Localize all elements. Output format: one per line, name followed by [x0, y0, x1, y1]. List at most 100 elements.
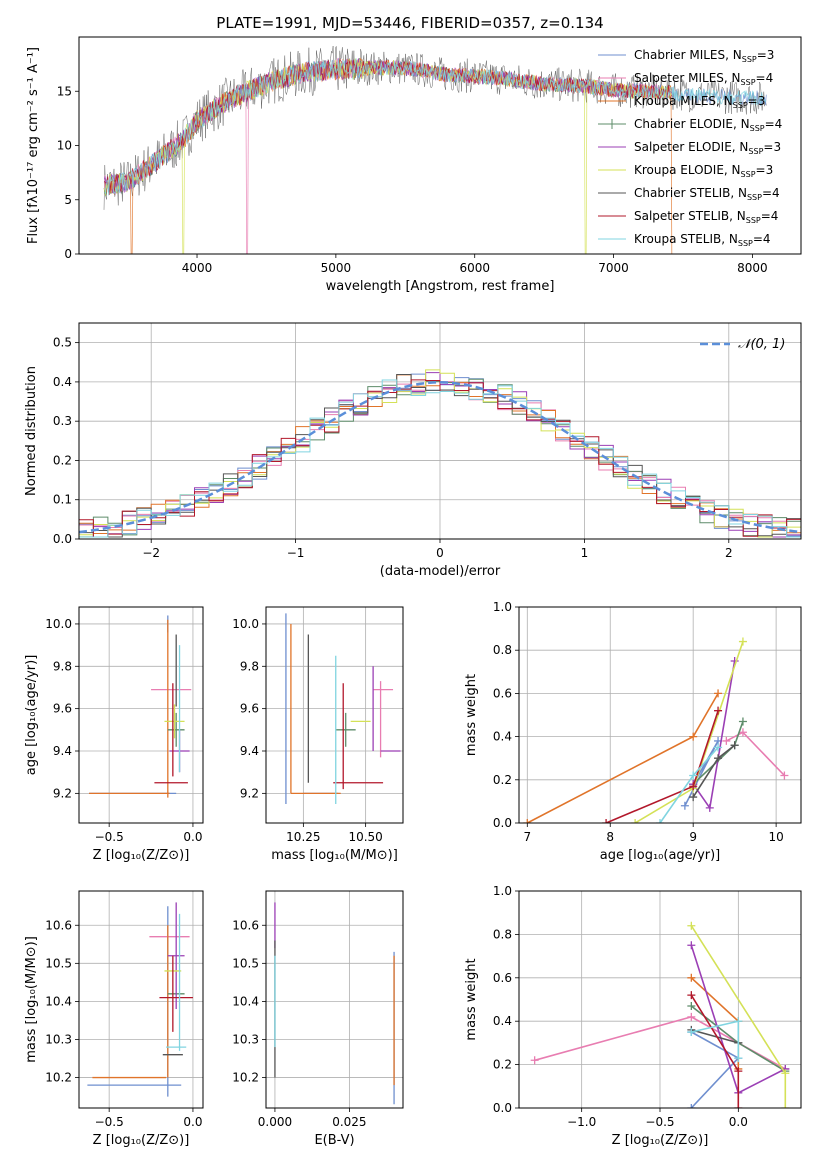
y-tick-label: 1.0 — [493, 600, 512, 614]
y-tick-label: 0.0 — [493, 1101, 512, 1115]
axes-residual-histogram: −2 −1 0 1 2 0.0 0.1 0.2 0.3 0.4 0.5 (data-model)/er… — [24, 322, 802, 579]
plot-area — [530, 921, 790, 1108]
axes-frame — [78, 322, 802, 540]
data-point — [714, 743, 723, 752]
data-point — [714, 706, 723, 715]
x-tick-label: 8000 — [737, 261, 768, 275]
y-axis-label: mass weight — [464, 674, 479, 756]
data-point — [687, 1012, 696, 1021]
legend-label: Chabrier ELODIE, NSSP=4 — [634, 117, 782, 133]
legend-sub: SSP — [746, 216, 761, 225]
legend-sub: SSP — [741, 170, 756, 179]
y-tick-label: 0.6 — [493, 971, 512, 985]
x-axis-label: (data-model)/error — [380, 564, 501, 579]
x-tick-label: 7 — [523, 830, 531, 844]
x-tick-label: 1 — [581, 546, 589, 560]
data-point — [687, 921, 696, 930]
legend-suffix: =3 — [757, 48, 775, 62]
axes-age-vs-mass: 10.25 10.50 9.2 9.4 9.6 9.8 10.0 mass [log₁₀(M/… — [232, 606, 404, 863]
y-tick-label: 9.8 — [240, 659, 259, 673]
x-tick-label: 10.50 — [348, 830, 382, 844]
y-tick-label: 10.3 — [232, 1032, 259, 1046]
y-tick-label: 10.3 — [45, 1032, 72, 1046]
data-point — [780, 771, 789, 780]
x-axis-label: E(B-V) — [314, 1133, 354, 1148]
x-tick-label: 10 — [768, 830, 783, 844]
histogram-step — [79, 379, 801, 538]
legend-text: Chabrier ELODIE, N — [634, 117, 750, 131]
y-axis-label: Flux [fλ10⁻¹⁷ erg cm⁻² s⁻¹ A⁻¹] — [26, 47, 41, 244]
spectrum-line — [104, 58, 767, 196]
x-tick-label: −0.5 — [645, 1115, 674, 1129]
y-tick-label: 10.2 — [45, 1071, 72, 1085]
data-point — [738, 637, 747, 646]
data-point — [738, 717, 747, 726]
x-tick-label: 0.000 — [258, 1115, 292, 1129]
y-tick-label: 0.0 — [53, 532, 72, 546]
data-point — [687, 991, 696, 1000]
y-tick-label: 10.6 — [232, 918, 259, 932]
x-tick-label: 5000 — [321, 261, 352, 275]
y-tick-label: 0.2 — [493, 1058, 512, 1072]
y-tick-label: 9.6 — [240, 702, 259, 716]
data-point — [705, 803, 714, 812]
legend-text: Chabrier STELIB, N — [634, 186, 747, 200]
axes-weight-vs-Z: −1.0 −0.5 0.0 0.0 0.2 0.4 0.6 0.8 1.0 Z [log₁₀(Z/… — [464, 884, 802, 1148]
data-point — [689, 732, 698, 741]
x-tick-label: −0.5 — [95, 1115, 124, 1129]
y-tick-label: 1.0 — [493, 884, 512, 898]
data-point — [734, 1017, 743, 1026]
legend-text: Salpeter ELODIE, N — [634, 140, 748, 154]
y-tick-label: 5 — [64, 193, 72, 207]
y-tick-label: 9.6 — [53, 702, 72, 716]
y-tick-label: 0.0 — [493, 816, 512, 830]
axes-mass-vs-EBV: 0.000 0.025 10.2 10.3 10.4 10.5 10.6 E(B-V) — [232, 890, 404, 1148]
legend-suffix: =3 — [748, 94, 766, 108]
legend-sub: SSP — [741, 78, 756, 87]
data-point — [689, 771, 698, 780]
legend-suffix: =4 — [765, 117, 783, 131]
data-point — [722, 736, 731, 745]
legend-suffix: =3 — [763, 140, 781, 154]
legend-label: Kroupa ELODIE, NSSP=3 — [634, 163, 773, 179]
x-tick-label: 4000 — [182, 261, 213, 275]
y-tick-label: 10.5 — [45, 956, 72, 970]
y-tick-label: 10.6 — [45, 918, 72, 932]
y-tick-label: 15 — [57, 84, 72, 98]
data-point — [687, 1028, 696, 1037]
axes-frame — [265, 890, 404, 1109]
legend-text: Kroupa ELODIE, N — [634, 163, 741, 177]
y-tick-label: 9.2 — [240, 786, 259, 800]
data-point — [631, 819, 640, 823]
legend-label: Salpeter ELODIE, NSSP=3 — [634, 140, 781, 156]
y-tick-label: 9.8 — [53, 659, 72, 673]
legend-suffix: =3 — [756, 163, 774, 177]
data-point — [734, 1104, 743, 1108]
data-point — [714, 689, 723, 698]
y-tick-label: 10.2 — [232, 1071, 259, 1085]
x-axis-label: mass [log₁₀(M/M⊙)] — [271, 848, 398, 863]
x-tick-label: 9 — [689, 830, 697, 844]
legend-suffix: =4 — [761, 209, 779, 223]
plot-area — [87, 902, 193, 1097]
plot-area — [274, 902, 395, 1105]
x-tick-label: 2 — [725, 546, 733, 560]
y-tick-label: 0.4 — [53, 375, 72, 389]
y-tick-label: 0.6 — [493, 686, 512, 700]
axes-spectrum: 4000 5000 6000 7000 8000 0 5 10 15 wavelength [An… — [26, 36, 802, 294]
data-point — [602, 819, 611, 823]
axes-weight-vs-age: 7 8 9 10 0.0 0.2 0.4 0.6 0.8 1.0 age [log₁₀(age/yr… — [464, 600, 802, 863]
data-point — [738, 728, 747, 737]
x-tick-label: 6000 — [459, 261, 490, 275]
data-point — [687, 1104, 696, 1108]
data-point — [687, 941, 696, 950]
data-point — [781, 1069, 790, 1078]
legend-text: Chabrier MILES, N — [634, 48, 742, 62]
legend-text: Salpeter STELIB, N — [634, 209, 746, 223]
plot-area — [89, 615, 192, 798]
y-tick-label: 10.4 — [232, 994, 259, 1008]
legend-label: Salpeter MILES, NSSP=4 — [634, 71, 773, 87]
y-tick-label: 0.1 — [53, 493, 72, 507]
axes-age-vs-Z: −0.5 0.0 9.2 9.4 9.6 9.8 10.0 Z [log₁₀(Z/Z⊙)] ag… — [24, 606, 204, 863]
